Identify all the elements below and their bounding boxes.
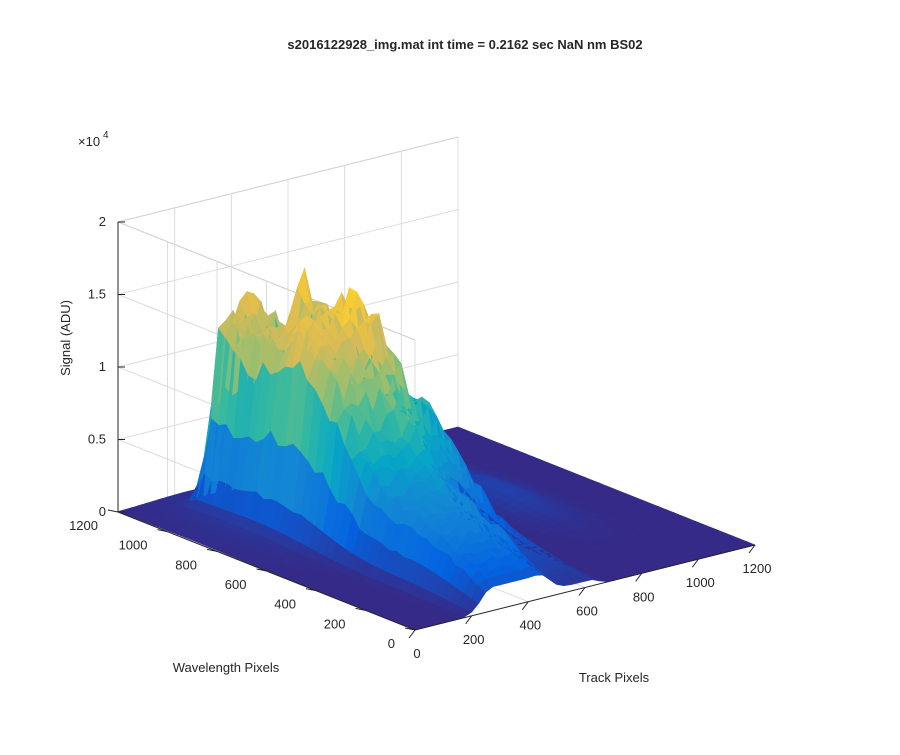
x-tick-mark bbox=[408, 629, 416, 639]
z-exponent-base: ×10 bbox=[78, 134, 100, 149]
x-tick-label: 800 bbox=[633, 589, 655, 604]
x-axis-label: Track Pixels bbox=[579, 670, 650, 685]
x-tick-mark bbox=[691, 558, 699, 568]
x-tick-mark bbox=[578, 587, 586, 596]
grid-line-z-back bbox=[117, 136, 459, 223]
y-tick-mark bbox=[256, 568, 267, 572]
x-tick-mark bbox=[465, 615, 473, 625]
grid-line-z-back bbox=[117, 209, 459, 295]
x-tick-label: 1000 bbox=[686, 575, 715, 590]
x-tick-label: 200 bbox=[463, 632, 485, 647]
chart-title: s2016122928_img.mat int time = 0.2162 se… bbox=[287, 37, 642, 52]
y-tick-mark bbox=[305, 588, 317, 592]
y-tick-label: 0 bbox=[388, 636, 395, 651]
y-tick-label: 800 bbox=[175, 557, 197, 572]
z-tick-label: 1.5 bbox=[88, 287, 106, 302]
x-tick-label: 1200 bbox=[743, 561, 772, 576]
x-tick-mark bbox=[521, 601, 529, 610]
tick-labels: 0200400600800100012000200400600800100012… bbox=[69, 214, 771, 661]
y-tick-mark bbox=[206, 548, 218, 552]
y-tick-mark bbox=[107, 509, 119, 513]
axes-lines bbox=[107, 221, 756, 639]
z-axis-label: Signal (ADU) bbox=[58, 300, 73, 376]
y-tick-mark bbox=[157, 529, 168, 533]
y-tick-mark bbox=[404, 627, 416, 631]
z-exponent-power: 4 bbox=[103, 130, 109, 141]
z-tick-label: 2 bbox=[99, 214, 106, 229]
y-tick-mark bbox=[355, 607, 366, 611]
z-tick-label: 0 bbox=[99, 504, 106, 519]
z-exponent: ×10 4 bbox=[78, 130, 109, 149]
y-tick-label: 1000 bbox=[119, 538, 148, 553]
y-tick-label: 1200 bbox=[69, 518, 98, 533]
y-tick-label: 400 bbox=[274, 597, 296, 612]
y-tick-label: 600 bbox=[225, 577, 247, 592]
z-tick-label: 0.5 bbox=[88, 432, 106, 447]
x-tick-mark bbox=[748, 544, 756, 554]
y-tick-label: 200 bbox=[324, 616, 346, 631]
x-tick-label: 600 bbox=[576, 604, 598, 619]
z-tick-label: 1 bbox=[99, 359, 106, 374]
x-tick-label: 0 bbox=[413, 646, 420, 661]
y-axis-label: Wavelength Pixels bbox=[173, 660, 280, 675]
x-tick-label: 400 bbox=[519, 618, 541, 633]
surface-mesh bbox=[117, 267, 756, 631]
x-tick-mark bbox=[635, 573, 643, 582]
